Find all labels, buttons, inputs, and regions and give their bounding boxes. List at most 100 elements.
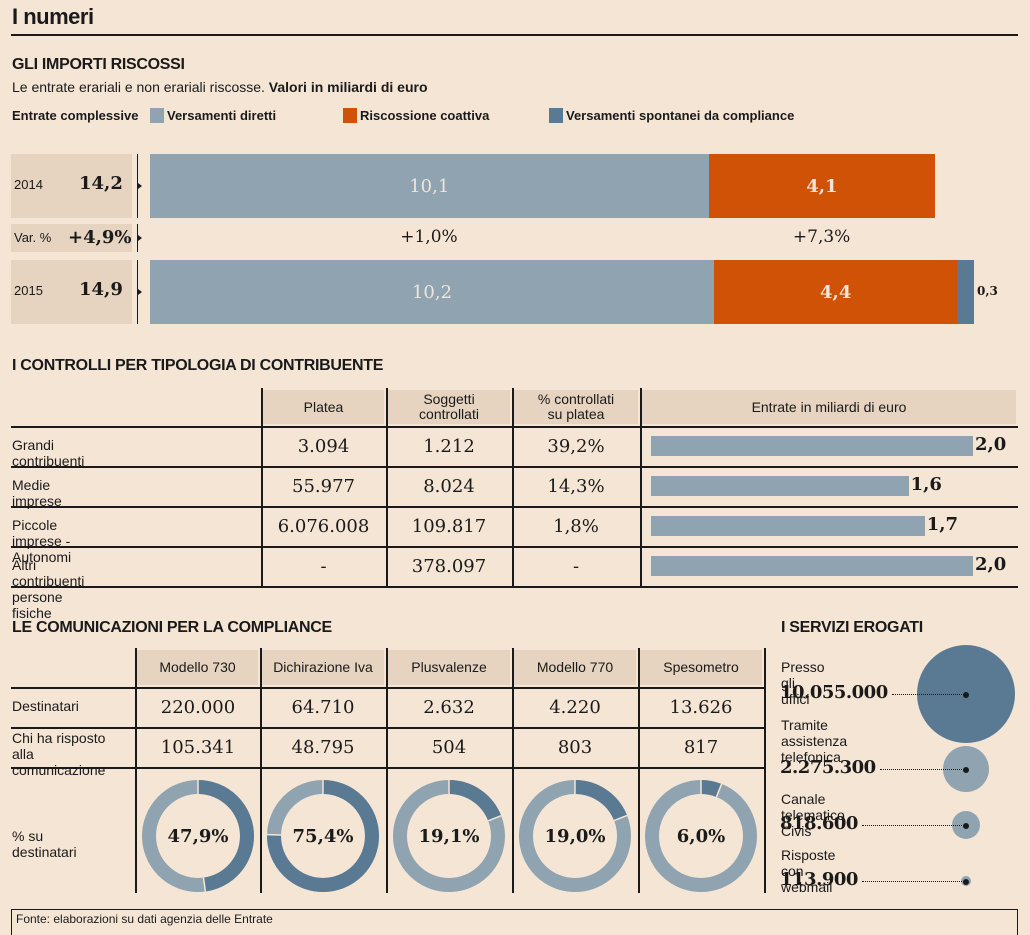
row-label-line: Chi ha risposto [12,730,106,746]
legend-label: Riscossione coattiva [360,108,490,123]
entrate-value: 2,0 [975,554,1007,575]
donut-separator [613,814,628,822]
row-label: Grandi contribuenti [12,437,85,469]
donut-percent-label: 47,9% [167,825,229,847]
leader-line [892,694,966,695]
legend-label: Versamenti diretti [167,108,277,123]
donut-percent-label: 6,0% [676,825,726,847]
variation-total: +4,9% [68,227,132,248]
leader-line [862,825,966,826]
segment-riscossione-coattiva: 4,1 [708,154,936,218]
cell-percentuale: 1,8% [553,515,599,537]
variation-coattiva: +7,3% [792,227,851,247]
donut-percent-label: 75,4% [292,825,354,847]
donut-percent-label: 19,0% [544,825,606,847]
service-value: 10.055.000 [780,682,888,703]
leader-dot [963,691,969,698]
table-rule [11,586,1018,588]
entrate-bar [651,516,925,536]
entrate-bar [651,436,973,456]
segment-value: 4,4 [820,281,852,303]
service-value: 2.275.300 [780,757,876,778]
cell-risposto: 48.795 [291,736,355,758]
cell-risposto: 105.341 [160,736,236,758]
cell-soggetti: 109.817 [411,515,487,537]
year-label: 2014 [14,177,43,192]
entrate-bar [651,476,909,496]
legend-total: Entrate complessive [12,108,138,123]
column-header-line: su platea [547,406,605,422]
cell-destinatari: 4.220 [549,696,601,718]
donut-percent-label: 19,1% [418,825,480,847]
variation-label: Var. % [14,230,52,245]
section-title-importi: GLI IMPORTI RISCOSSI [12,56,185,73]
column-header: Modello 770 [514,650,636,685]
cell-percentuale: 14,3% [547,475,605,497]
service-label-line: telefonica [781,749,841,765]
column-header: Entrate in miliardi di euro [642,390,1016,424]
segment-versamenti-diretti: 10,2 [150,260,715,324]
row-divider [137,154,138,218]
table-column-divider [386,648,388,893]
row-divider [137,260,138,324]
table-rule [11,466,1018,468]
service-label: Risposte con webmail [781,847,835,895]
leader-dot [963,822,969,829]
row-label: Medie imprese [12,477,62,509]
legend-swatch [343,108,357,123]
leader-line [880,769,966,770]
source-box [11,909,1018,935]
cell-platea: - [320,555,327,577]
cell-soggetti: 8.024 [423,475,475,497]
service-label: Presso gli uffici [781,659,825,707]
column-header-line: % controllati [537,391,615,407]
entrate-value: 1,6 [910,474,942,495]
column-header: Modello 730 [137,650,258,685]
leader-line [862,881,966,882]
row-divider [137,224,138,252]
donut-chart [519,780,631,892]
row-label-destinatari: Destinatari [12,698,79,714]
row-variation-header: Var. % +4,9% [11,224,132,252]
segment-versamenti-diretti: 10,1 [150,154,709,218]
title-divider [11,34,1018,36]
cell-percentuale: 39,2% [547,435,605,457]
pointer-icon [138,289,142,295]
cell-platea: 3.094 [297,435,350,457]
cell-destinatari: 64.710 [291,696,355,718]
cell-destinatari: 13.626 [669,696,733,718]
service-label-line: Risposte con webmail [781,847,836,895]
table-column-divider [512,388,514,586]
entrate-value: 2,0 [975,434,1007,455]
table-column-divider [512,648,514,893]
table-rule [11,506,1018,508]
table-rule [11,687,764,689]
section-title-servizi: I SERVIZI EROGATI [781,619,923,636]
table-column-divider [638,648,640,893]
column-header: Plusvalenze [388,650,510,685]
entrate-value: 1,7 [926,514,959,535]
row-label-line: alla comunicazione [12,746,106,778]
column-header: Spesometro [640,650,762,685]
cell-risposto: 817 [683,736,719,758]
cell-soggetti: 1.212 [423,435,475,457]
service-label: Tramite assistenza telefonica [781,717,847,765]
donut-separator [715,783,723,798]
donut-separator [487,815,502,822]
table-column-divider [261,388,263,586]
legend-item-spontanei: Versamenti spontanei da compliance [549,108,794,123]
leader-dot [963,766,969,773]
stacked-bar-2014: 10,1 4,1 [150,154,1010,218]
segment-value: 10,2 [411,281,453,303]
column-header: Dichirazione Iva [262,650,384,685]
stacked-bar-2015: 10,2 4,4 0,3 [150,260,1010,324]
cell-risposto: 803 [557,736,593,758]
section-title-comunicazioni: LE COMUNICAZIONI PER LA COMPLIANCE [12,619,332,636]
row-label-percent: % su destinatari [12,828,77,860]
column-header-line: Soggetti [423,391,475,407]
legend-label: Versamenti spontanei da compliance [566,108,795,123]
segment-value-outside: 0,3 [976,284,998,298]
row-label: Altri contribuenti persone fisiche [12,557,85,621]
table-column-divider [640,388,642,586]
service-value: 818.600 [780,813,858,834]
